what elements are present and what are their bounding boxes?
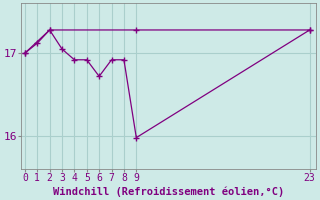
X-axis label: Windchill (Refroidissement éolien,°C): Windchill (Refroidissement éolien,°C)	[53, 186, 284, 197]
